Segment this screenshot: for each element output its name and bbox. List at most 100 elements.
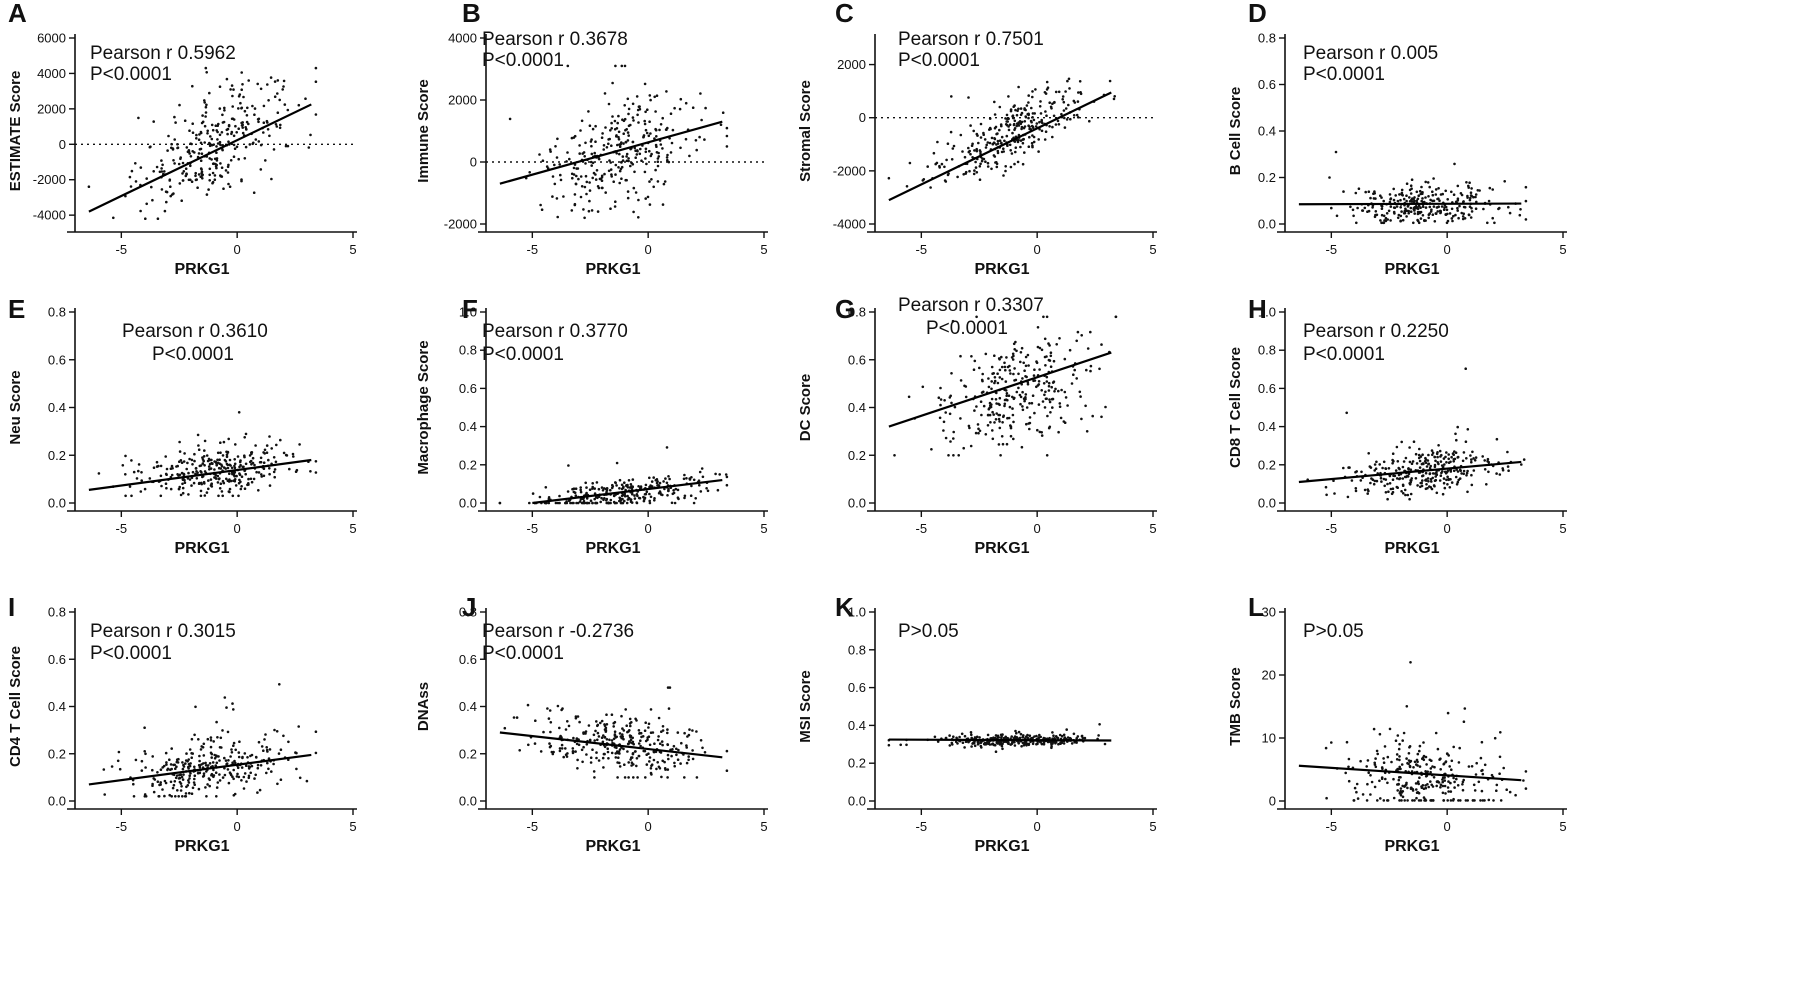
data-point [979,122,983,126]
data-point [1009,149,1012,152]
data-point [1080,734,1084,738]
data-point [622,747,625,751]
data-point [589,756,593,759]
data-point [273,475,277,479]
y-tick-label: 0.8 [848,305,866,320]
data-point [554,501,558,505]
data-point [1444,792,1447,795]
data-point [1020,120,1024,124]
y-tick-label: 0.8 [48,305,66,320]
data-point [592,770,596,773]
data-point [1416,207,1420,211]
data-point [661,203,665,206]
data-point [1049,351,1053,355]
data-point [188,129,191,132]
data-point [210,137,214,141]
data-point [608,738,611,742]
data-point [1387,209,1391,213]
data-point [151,198,154,202]
data-point [298,776,302,780]
data-point [627,134,630,137]
data-point [234,484,238,487]
data-point [221,776,225,779]
data-point [195,133,198,137]
x-tick-label: -5 [527,819,539,834]
data-point [995,165,999,169]
data-point [659,143,663,146]
data-point [659,751,663,754]
data-point [1027,116,1030,120]
data-point [663,760,666,764]
data-point [648,756,652,759]
data-point [1043,337,1047,341]
data-point [1073,368,1076,372]
data-point [887,743,891,747]
data-point [705,487,708,490]
data-point [1402,460,1406,463]
data-point [1415,462,1419,465]
scatter-points [887,723,1107,753]
data-point [570,172,574,176]
data-point [197,787,201,791]
data-point [1048,398,1051,401]
data-point [628,741,632,744]
data-point [1468,198,1472,202]
data-point [608,159,611,162]
data-point [211,128,215,132]
data-point [163,779,167,783]
data-point [213,468,216,471]
y-tick-label: 0.6 [459,381,477,396]
y-tick-label: 0.4 [48,699,66,714]
data-point [974,166,978,169]
data-point [1079,92,1083,96]
data-point [1039,112,1043,115]
y-tick-label: 0.2 [48,448,66,463]
data-point [1080,417,1083,421]
data-point [132,470,136,474]
data-point [588,199,591,203]
data-point [1021,405,1024,408]
data-point [658,490,662,493]
data-point [262,131,265,134]
data-point [1449,799,1453,802]
data-point [994,418,998,421]
data-point [1015,731,1018,735]
data-point [1072,373,1075,377]
data-point [645,763,649,766]
data-point [1434,188,1438,191]
data-point [160,167,163,170]
data-point [1060,112,1063,116]
data-point [1028,427,1031,431]
data-point [627,159,630,163]
data-point [1470,473,1473,477]
data-point [198,464,202,468]
data-point [632,742,635,746]
data-point [1072,99,1076,103]
data-point [1019,395,1023,399]
data-point [262,474,266,478]
data-point [195,477,199,480]
data-point [665,481,669,485]
data-point [134,162,137,165]
data-point [1367,452,1370,455]
data-point [678,107,682,111]
data-point [1403,475,1407,479]
data-point [1418,749,1421,753]
data-point [1053,390,1056,393]
data-point [574,487,578,491]
data-point [181,486,185,490]
data-point [204,115,207,118]
data-point [1418,765,1422,768]
y-axis-label: Immune Score [415,79,432,182]
data-point [194,705,197,709]
data-point [1482,207,1485,211]
data-point [667,707,671,710]
data-point [622,729,626,732]
data-point [1399,789,1402,793]
y-axis-label: CD4 T Cell Score [7,646,24,767]
data-point [558,494,561,498]
data-point [1456,456,1459,459]
data-point [1418,447,1421,451]
data-point [1021,162,1025,166]
